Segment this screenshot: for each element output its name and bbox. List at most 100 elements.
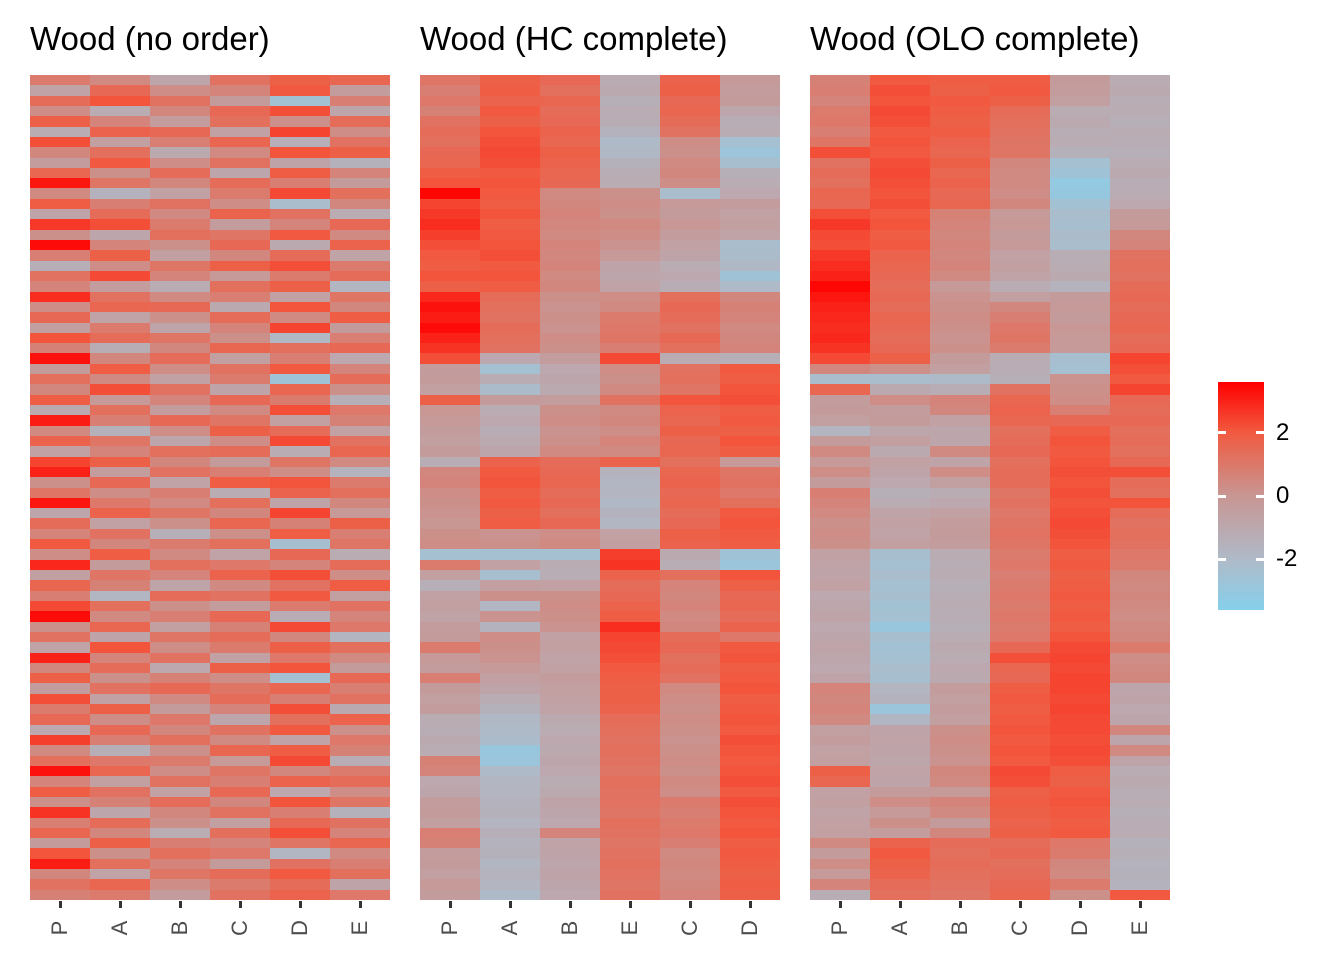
- heatmap-cell: [90, 735, 150, 746]
- heatmap-cell: [720, 745, 780, 756]
- heatmap-cell: [30, 147, 90, 158]
- heatmap-cell: [270, 642, 330, 653]
- heatmap-cell: [540, 673, 600, 684]
- heatmap-cell: [90, 435, 150, 447]
- heatmap-cell: [990, 178, 1050, 189]
- heatmap-cell: [600, 796, 660, 808]
- heatmap-cell: [600, 188, 660, 199]
- heatmap-cell: [330, 157, 390, 168]
- heatmap-cell: [1110, 157, 1170, 168]
- heatmap-cell: [810, 240, 870, 251]
- axis-tick: [838, 901, 842, 908]
- heatmap-cell: [1110, 270, 1170, 282]
- heatmap-cell: [270, 838, 330, 849]
- heatmap-cell: [1050, 147, 1110, 158]
- heatmap-cell: [420, 570, 480, 581]
- heatmap-cell: [210, 126, 270, 137]
- heatmap-cell: [660, 312, 720, 323]
- heatmap-cell: [30, 714, 90, 725]
- heatmap-cell: [210, 745, 270, 756]
- heatmap-cell: [990, 198, 1050, 210]
- heatmap-cell: [930, 776, 990, 787]
- heatmap-cell: [990, 394, 1050, 405]
- heatmap-cell: [270, 75, 330, 86]
- heatmap-cell: [1110, 611, 1170, 622]
- axis-tick: [448, 901, 452, 908]
- heatmap-cell: [600, 95, 660, 106]
- heatmap-cell: [90, 260, 150, 271]
- heatmap-cell: [930, 425, 990, 436]
- heatmap-cell: [600, 755, 660, 766]
- heatmap-cell: [870, 281, 930, 292]
- heatmap-cell: [330, 374, 390, 385]
- heatmap-cell: [930, 240, 990, 251]
- heatmap-cell: [330, 776, 390, 787]
- heatmap-cell: [600, 487, 660, 498]
- heatmap-cell: [810, 281, 870, 292]
- heatmap-cell: [660, 662, 720, 674]
- heatmap-cell: [660, 353, 720, 364]
- heatmap-cell: [30, 621, 90, 632]
- heatmap-cell: [150, 838, 210, 849]
- heatmap-cell: [810, 85, 870, 96]
- heatmap-cell: [480, 75, 540, 86]
- heatmap-cell: [30, 631, 90, 643]
- heatmap-cell: [990, 673, 1050, 684]
- heatmap-cell: [660, 405, 720, 416]
- heatmap-cell: [540, 95, 600, 106]
- heatmap-cell: [30, 384, 90, 395]
- heatmap-cell: [480, 85, 540, 96]
- heatmap-cell: [1110, 765, 1170, 777]
- heatmap-cell: [810, 353, 870, 364]
- heatmap-cell: [30, 353, 90, 364]
- heatmap-cell: [270, 508, 330, 519]
- heatmap-cell: [480, 879, 540, 890]
- axis-label-B: B: [557, 920, 582, 936]
- heatmap-cell: [150, 508, 210, 519]
- heatmap-cell: [870, 301, 930, 313]
- heatmap-cell: [870, 374, 930, 385]
- heatmap-cell: [870, 838, 930, 849]
- heatmap-cell: [660, 281, 720, 292]
- heatmap-cell: [330, 611, 390, 622]
- heatmap-cell: [30, 105, 90, 117]
- heatmap-cell: [420, 332, 480, 344]
- heatmap-cell: [870, 312, 930, 323]
- heatmap-cell: [540, 693, 600, 705]
- heatmap-cell: [420, 446, 480, 457]
- heatmap-cell: [870, 869, 930, 880]
- heatmap-cell: [30, 765, 90, 777]
- heatmap-column-B: [540, 75, 600, 900]
- heatmap-cell: [480, 415, 540, 426]
- heatmap-cell: [420, 652, 480, 663]
- heatmap-cell: [90, 405, 150, 416]
- heatmap-cell: [270, 188, 330, 199]
- heatmap-cell: [660, 487, 720, 498]
- heatmap-cell: [90, 621, 150, 632]
- heatmap-cell: [660, 270, 720, 282]
- heatmap-cell: [660, 497, 720, 509]
- heatmap-cell: [990, 755, 1050, 766]
- heatmap-cell: [420, 889, 480, 900]
- heatmap-cell: [930, 786, 990, 797]
- heatmap-cell: [1050, 652, 1110, 663]
- heatmap-cell: [480, 889, 540, 900]
- heatmap-cell: [990, 477, 1050, 488]
- heatmap-cell: [540, 260, 600, 271]
- heatmap-cell: [150, 580, 210, 591]
- heatmap-cell: [30, 693, 90, 705]
- heatmap-cell: [90, 270, 150, 282]
- heatmap-cell: [600, 673, 660, 684]
- heatmap-cell: [1050, 549, 1110, 560]
- heatmap-cell: [540, 683, 600, 694]
- heatmap-cell: [480, 353, 540, 364]
- heatmap-cell: [810, 394, 870, 405]
- heatmap-cell: [150, 590, 210, 601]
- heatmap-cell: [990, 724, 1050, 735]
- heatmap-cell: [600, 343, 660, 354]
- heatmap-cell: [30, 85, 90, 96]
- heatmap-cell: [600, 693, 660, 705]
- heatmap-cell: [870, 755, 930, 766]
